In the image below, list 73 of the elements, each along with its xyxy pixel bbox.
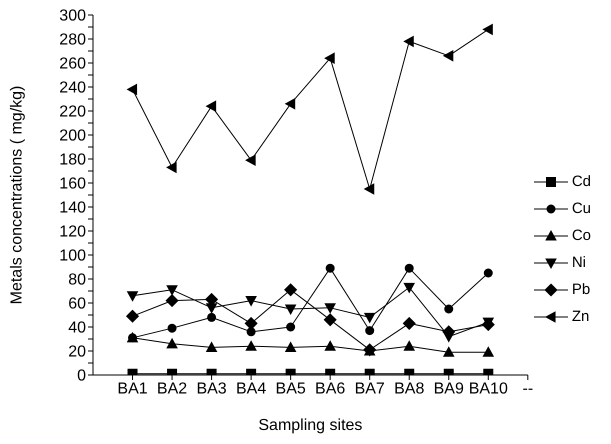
- point: [443, 346, 454, 357]
- y-tick-label: 40: [68, 320, 86, 337]
- point: [324, 340, 336, 351]
- point: [404, 36, 414, 47]
- point: [365, 326, 374, 336]
- x-tick-label: BA10: [468, 380, 508, 398]
- point: [286, 322, 296, 332]
- point: [285, 304, 296, 314]
- x-tick-label: BA3: [196, 380, 227, 398]
- point: [482, 346, 494, 357]
- point: [285, 98, 296, 110]
- legend-label: Ni: [572, 254, 586, 271]
- y-tick-label: 60: [68, 296, 86, 313]
- legend-label: Zn: [572, 308, 590, 325]
- point: [364, 184, 374, 194]
- y-tick-label: 80: [68, 272, 86, 289]
- point: [284, 283, 297, 296]
- x-tick-label: BA9: [434, 380, 464, 398]
- x-axis-title: Sampling sites: [258, 417, 362, 434]
- y-tick-label: 20: [68, 344, 86, 361]
- point: [444, 304, 454, 314]
- point: [207, 312, 216, 322]
- x-tick-label: BA6: [315, 380, 346, 398]
- x-tick-label: BA8: [394, 380, 424, 398]
- point: [127, 291, 138, 302]
- point: [404, 264, 414, 273]
- y-tick-label: 260: [59, 56, 86, 73]
- x-tick-label: BA2: [156, 380, 188, 398]
- y-tick-label: 280: [59, 32, 86, 49]
- point: [402, 317, 416, 330]
- point: [404, 282, 415, 293]
- point: [324, 313, 337, 326]
- y-tick-label: 100: [59, 248, 86, 265]
- point: [326, 264, 335, 273]
- point: [484, 268, 493, 278]
- point: [246, 296, 257, 306]
- legend-label: Co: [572, 227, 591, 244]
- y-tick-label: 240: [59, 80, 86, 97]
- point: [324, 303, 336, 314]
- point: [364, 312, 376, 323]
- point: [206, 342, 218, 352]
- point: [206, 100, 216, 112]
- legend-label: Pb: [572, 281, 590, 298]
- point: [404, 340, 415, 351]
- x-tick-label: BA1: [117, 380, 148, 398]
- x-tick-label: --: [522, 380, 534, 398]
- x-tick-label: BA4: [236, 380, 266, 398]
- point: [443, 50, 454, 62]
- point: [126, 310, 139, 323]
- point: [246, 154, 256, 166]
- y-tick-label: 180: [59, 152, 86, 169]
- point: [324, 52, 335, 64]
- point: [166, 338, 178, 348]
- point: [168, 324, 177, 333]
- y-tick-label: 220: [59, 104, 86, 121]
- x-tick-label: BA5: [276, 380, 306, 398]
- y-tick-label: 160: [59, 176, 86, 193]
- y-tick-label: 0: [77, 368, 86, 385]
- legend-label: Cu: [572, 200, 591, 217]
- point: [166, 162, 177, 173]
- y-tick-label: 300: [59, 8, 86, 25]
- point: [127, 84, 138, 95]
- point: [166, 294, 178, 307]
- y-tick-label: 120: [59, 224, 86, 241]
- point: [166, 285, 178, 296]
- point: [285, 342, 296, 352]
- x-tick-label: BA7: [354, 380, 385, 398]
- point: [246, 340, 257, 351]
- point: [482, 24, 493, 35]
- y-tick-label: 200: [59, 128, 86, 145]
- legend-label: Cd: [572, 173, 591, 190]
- y-axis-title: Metals concentrations ( mg/kg): [8, 86, 26, 304]
- y-tick-label: 140: [59, 200, 86, 217]
